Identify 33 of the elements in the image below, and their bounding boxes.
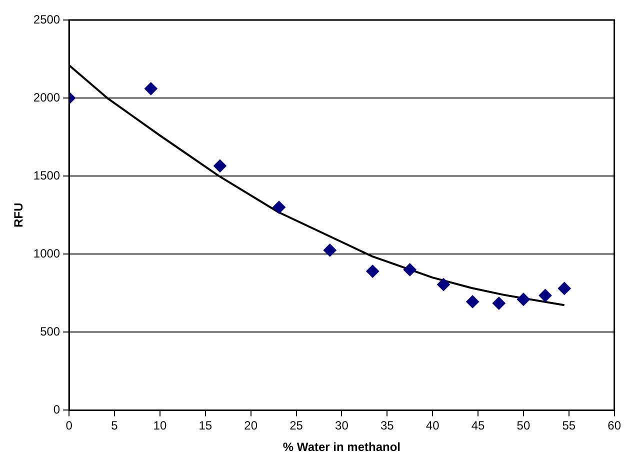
point (366, 264, 380, 278)
point (538, 288, 552, 302)
point (558, 282, 571, 295)
point (272, 200, 286, 214)
x-tick-label: 20 (244, 418, 258, 433)
point (213, 159, 226, 172)
y-tick-label: 500 (40, 324, 60, 338)
point (466, 295, 480, 308)
x-tick-label: 40 (426, 418, 440, 433)
x-tick-label: 0 (66, 418, 73, 433)
point (492, 296, 506, 310)
y-tick-label: 2500 (33, 12, 60, 26)
x-tick-label: 45 (471, 418, 486, 433)
x-tick-label: 30 (335, 418, 349, 433)
x-axis-title: % Water in methanol (282, 440, 400, 454)
x-tick-label: 55 (562, 418, 576, 433)
y-tick-label: 1500 (33, 168, 60, 182)
x-tick-label: 5 (111, 418, 118, 433)
point (144, 82, 158, 96)
y-axis-title: RFU (12, 202, 26, 228)
x-tick-label: 15 (198, 418, 212, 433)
x-tick-label: 50 (516, 418, 530, 433)
x-tick-label: 10 (153, 418, 167, 433)
x-tick-label: 35 (380, 418, 394, 433)
x-tick-label: 25 (290, 418, 304, 433)
point (403, 263, 416, 276)
point (323, 244, 336, 257)
x-tick-label: 60 (608, 418, 622, 433)
y-tick-label: 2000 (33, 90, 60, 104)
y-tick-label: 1000 (33, 246, 60, 260)
point (436, 278, 450, 292)
point (516, 292, 530, 306)
y-tick-label: 0 (53, 402, 60, 417)
